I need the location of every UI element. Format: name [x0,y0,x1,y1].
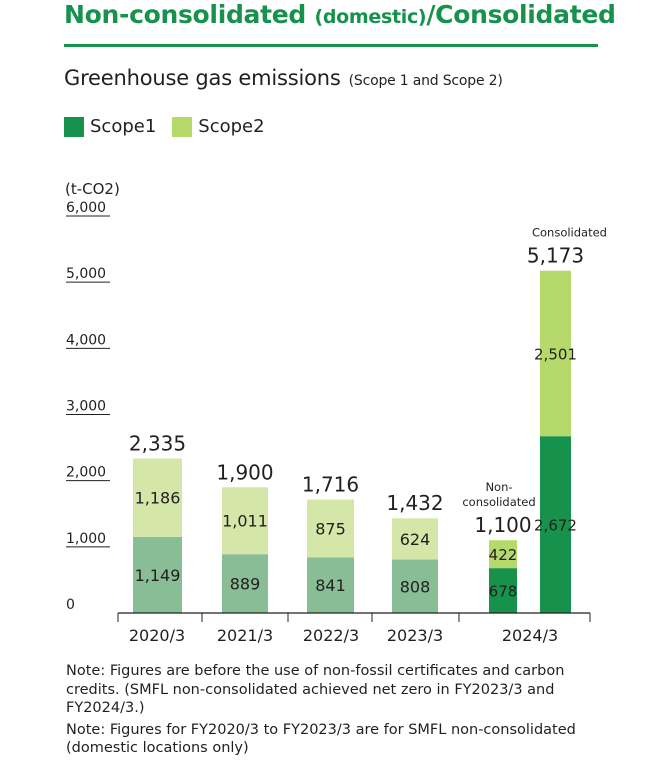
x-tick-label: 2024/3 [502,626,558,645]
data-label-scope1: 889 [230,575,261,594]
data-label-scope1: 808 [400,577,431,596]
y-tick-label: 6,000 [66,200,106,216]
x-tick-label: 2021/3 [217,626,273,645]
stacked-bar-chart: 0 1,000 2,000 3,000 4,000 5,000 6,000 1,149 1,18… [66,200,607,645]
y-tick-label: 4,000 [66,332,106,348]
y-tick-label: 3,000 [66,399,106,415]
bar-scope1 [540,436,571,613]
data-label-scope2: 422 [489,546,518,564]
bar-scope2 [133,458,182,537]
legend-item-scope2: Scope2 [172,116,265,137]
x-tick-label: 2023/3 [387,626,443,645]
bar-scope2 [392,518,438,560]
data-label-total: 5,173 [527,244,584,268]
data-label-scope1: 2,672 [534,517,577,535]
chart-title: Greenhouse gas emissions (Scope 1 and Sco… [64,66,503,90]
y-tick-label: 1,000 [66,531,106,547]
bar-scope2 [222,487,268,555]
notes: Note: Figures are before the use of non-… [66,662,606,761]
data-label-scope2: 624 [400,530,431,549]
note-1: Note: Figures are before the use of non-… [66,663,565,716]
data-label-scope2: 875 [315,519,346,538]
bar-annotation: consolidated [462,495,535,509]
data-label-total: 1,432 [386,491,443,515]
bar-annotation: Non- [485,480,512,494]
title-divider [64,44,598,47]
y-tick-label: 2,000 [66,465,106,481]
data-label-scope2: 2,501 [534,345,577,363]
note-2: Note: Figures for FY2020/3 to FY2023/3 a… [66,721,576,757]
chart-title-scope: (Scope 1 and Scope 2) [348,73,503,89]
bar-scope1 [489,568,517,613]
data-label-scope1: 841 [315,576,346,595]
bar-scope1 [307,557,354,613]
data-label-scope2: 1,011 [222,512,268,531]
legend-item-scope1: Scope1 [64,116,156,137]
y-tick-label: 5,000 [66,266,106,282]
data-label-scope1: 678 [489,583,518,601]
bar-scope2 [489,540,517,569]
legend-label-scope2: Scope2 [198,116,265,137]
bar-scope2 [540,270,571,437]
legend-swatch-scope2 [172,116,193,137]
bar-scope1 [222,554,268,613]
data-label-total: 1,716 [302,472,359,496]
legend-swatch-scope1 [64,116,84,137]
bar-annotation: Consolidated [532,226,607,240]
data-label-total: 1,900 [216,460,273,484]
bar-scope2 [307,499,354,558]
chart-title-main: Greenhouse gas emissions [64,66,341,90]
x-tick-label: 2020/3 [129,626,185,645]
bar-scope1 [392,559,438,613]
page-title: Non-consolidated (domestic)/Consolidated [64,0,616,29]
data-label-scope2: 1,186 [135,489,181,508]
bar-scope1 [133,536,182,613]
y-axis-unit: (t-CO2) [65,180,120,198]
data-label-total: 2,335 [129,432,186,456]
data-label-total: 1,100 [474,513,531,537]
x-tick-label: 2022/3 [303,626,359,645]
data-label-scope1: 1,149 [135,566,181,585]
legend: Scope1 Scope2 [64,116,281,137]
legend-label-scope1: Scope1 [90,116,157,137]
y-tick-label: 0 [66,597,75,613]
